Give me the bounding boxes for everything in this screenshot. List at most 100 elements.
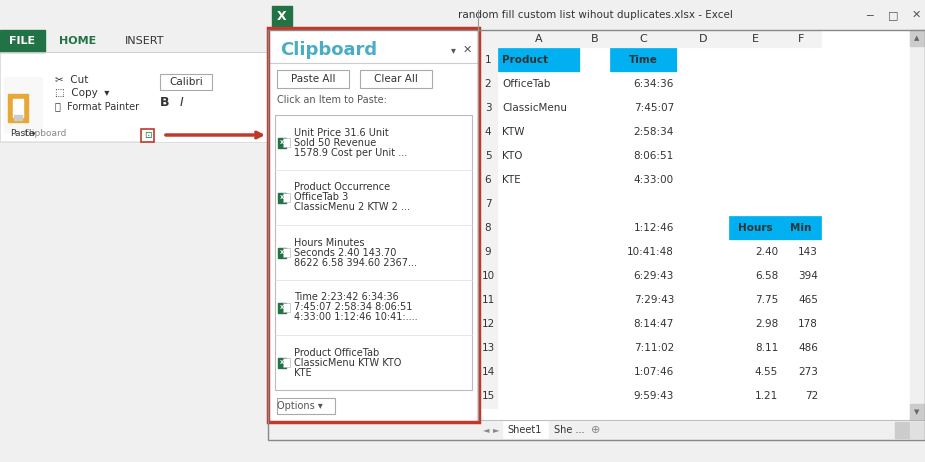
Bar — [478, 420, 925, 440]
Text: KTW: KTW — [502, 127, 524, 137]
Bar — [268, 28, 479, 422]
Bar — [478, 264, 498, 288]
Text: 1578.9 Cost per Unit ...: 1578.9 Cost per Unit ... — [294, 147, 407, 158]
Text: 1:12:46: 1:12:46 — [634, 223, 674, 233]
Bar — [478, 192, 498, 216]
Bar — [677, 168, 729, 192]
Text: 12: 12 — [481, 319, 495, 329]
Text: 7:29:43: 7:29:43 — [634, 295, 674, 305]
Text: Unit Price 31.6 Unit: Unit Price 31.6 Unit — [294, 128, 388, 138]
Bar — [498, 30, 580, 48]
Bar — [781, 312, 821, 336]
Text: F: F — [797, 34, 804, 44]
Text: X: X — [280, 305, 284, 310]
Bar — [498, 240, 580, 264]
Bar — [610, 264, 677, 288]
Bar — [8, 94, 28, 122]
Bar — [478, 72, 498, 96]
Text: X: X — [278, 10, 287, 23]
Bar — [278, 138, 286, 147]
Bar — [677, 192, 729, 216]
Text: 2: 2 — [485, 79, 491, 89]
Text: 72: 72 — [805, 391, 818, 401]
Text: X: X — [280, 250, 284, 255]
Bar — [498, 360, 580, 384]
Bar — [498, 96, 580, 120]
Bar — [610, 288, 677, 312]
Text: Click an Item to Paste:: Click an Item to Paste: — [277, 95, 387, 105]
Bar — [580, 96, 610, 120]
Text: ClassicMenu: ClassicMenu — [502, 103, 567, 113]
Bar — [729, 72, 781, 96]
Text: 7:45:07 2:58:34 8:06:51: 7:45:07 2:58:34 8:06:51 — [294, 303, 413, 312]
Bar — [278, 303, 286, 312]
Text: HOME: HOME — [59, 36, 96, 46]
Bar — [677, 120, 729, 144]
Bar — [610, 30, 677, 48]
Text: ✕: ✕ — [462, 45, 472, 55]
Bar — [0, 52, 268, 142]
Text: 10: 10 — [481, 271, 495, 281]
Bar — [781, 96, 821, 120]
Bar — [729, 168, 781, 192]
Text: ✕: ✕ — [911, 10, 920, 20]
Text: 8:14:47: 8:14:47 — [634, 319, 674, 329]
Text: Hours: Hours — [738, 223, 772, 233]
Bar — [580, 264, 610, 288]
Bar — [610, 360, 677, 384]
Bar — [781, 168, 821, 192]
Text: ►: ► — [493, 426, 500, 434]
Bar — [781, 192, 821, 216]
Bar — [478, 120, 498, 144]
Text: □: □ — [888, 10, 898, 20]
Text: Seconds 2.40 143.70: Seconds 2.40 143.70 — [294, 248, 397, 257]
Text: INSERT: INSERT — [125, 36, 165, 46]
Bar — [0, 0, 268, 462]
Text: X: X — [280, 195, 284, 200]
Bar — [580, 144, 610, 168]
Bar — [0, 30, 45, 52]
Text: 7: 7 — [485, 199, 491, 209]
Text: 11: 11 — [481, 295, 495, 305]
Bar — [781, 120, 821, 144]
Bar — [729, 144, 781, 168]
Text: I: I — [180, 96, 184, 109]
Text: 4.55: 4.55 — [755, 367, 778, 377]
Bar — [580, 384, 610, 408]
Text: 7.75: 7.75 — [755, 295, 778, 305]
Bar — [677, 216, 729, 240]
Bar — [580, 120, 610, 144]
Text: E: E — [751, 34, 758, 44]
Bar — [677, 72, 729, 96]
Bar — [781, 48, 821, 72]
Bar — [677, 144, 729, 168]
Bar — [729, 312, 781, 336]
Bar — [677, 96, 729, 120]
Bar — [910, 422, 925, 438]
Text: B: B — [160, 96, 170, 109]
Text: 5: 5 — [485, 151, 491, 161]
Text: 9:59:43: 9:59:43 — [634, 391, 674, 401]
Text: 1:07:46: 1:07:46 — [634, 367, 674, 377]
Text: C: C — [639, 34, 648, 44]
Bar — [498, 192, 580, 216]
Text: FILE: FILE — [9, 36, 35, 46]
Bar — [580, 48, 610, 72]
Bar — [781, 30, 821, 48]
Bar — [677, 30, 729, 48]
Bar — [729, 264, 781, 288]
Bar — [580, 30, 610, 48]
Text: Min: Min — [790, 223, 812, 233]
Bar — [580, 360, 610, 384]
Text: 13: 13 — [481, 343, 495, 353]
Bar — [498, 384, 580, 408]
Text: 6.58: 6.58 — [755, 271, 778, 281]
Bar — [478, 312, 498, 336]
Bar — [283, 248, 290, 256]
Bar — [910, 30, 925, 420]
Bar — [141, 129, 154, 142]
Bar — [277, 398, 335, 414]
Bar — [729, 96, 781, 120]
Bar — [610, 312, 677, 336]
Bar — [580, 216, 610, 240]
